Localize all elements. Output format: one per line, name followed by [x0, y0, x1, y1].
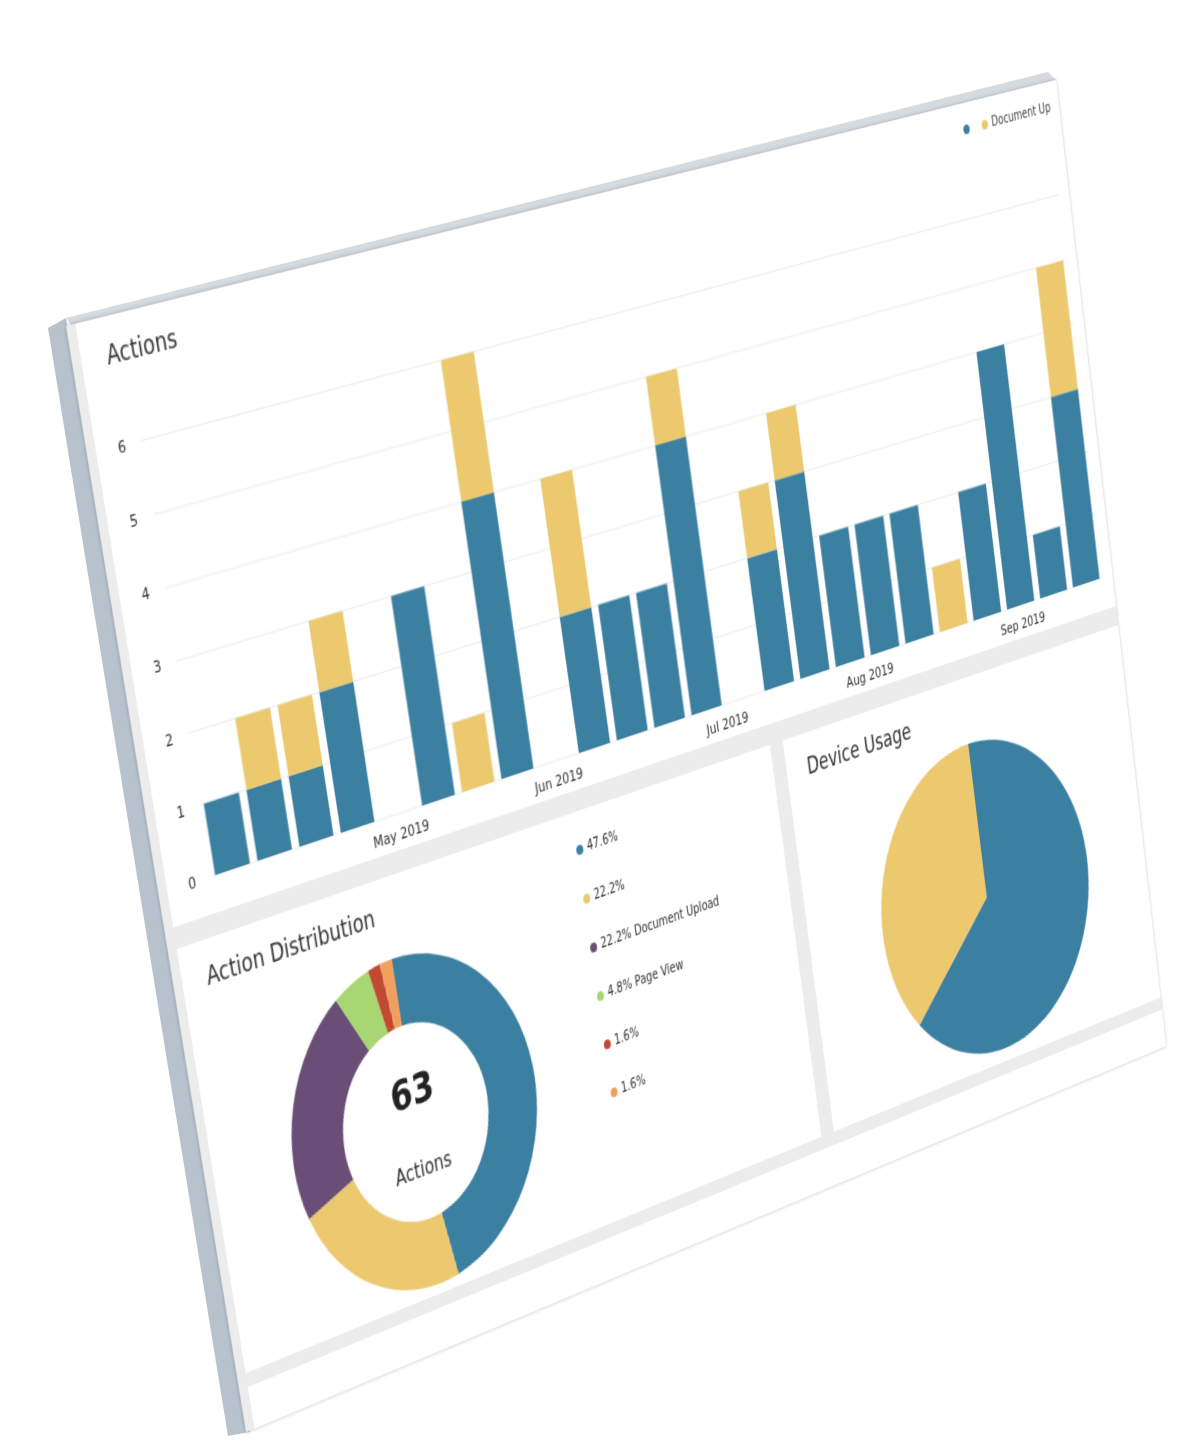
x-tick-label: May 2019: [372, 816, 431, 853]
donut-center-label: Actions: [394, 1146, 453, 1191]
y-tick-label: 2: [164, 729, 175, 750]
donut-center-value: 63: [387, 1059, 437, 1123]
legend-dot-icon: [596, 989, 604, 1001]
legend-dot-icon: [583, 892, 591, 904]
bar-segment: [646, 368, 686, 445]
bar-segment: [308, 611, 353, 692]
x-tick-label: Aug 2019: [845, 659, 894, 692]
legend-dot-icon: [610, 1086, 618, 1098]
y-tick-label: 5: [128, 510, 139, 531]
bar-segment: [766, 405, 804, 481]
bar-segment: [738, 482, 777, 558]
y-tick-label: 6: [116, 436, 127, 458]
bar-segment: [235, 708, 281, 790]
bar-segment: [932, 559, 968, 632]
bar-segment: [452, 713, 495, 793]
y-tick-label: 0: [187, 873, 198, 894]
legend-dot-icon: [963, 123, 970, 134]
legend-dot-icon: [589, 941, 597, 953]
bar-segment: [289, 765, 334, 847]
bar-segment: [540, 470, 591, 617]
gridline: [153, 260, 1066, 515]
bar-segment: [441, 352, 494, 502]
x-tick-label: Sep 2019: [1000, 608, 1046, 639]
legend-dot-icon: [603, 1038, 611, 1050]
bar-segment: [391, 586, 455, 806]
y-tick-label: 4: [140, 584, 151, 605]
legend-dot-icon: [576, 843, 584, 855]
bar-segment: [278, 695, 323, 777]
legend-dot-icon: [981, 118, 988, 129]
x-tick-label: Jul 2019: [705, 708, 750, 740]
bar-segment: [246, 779, 292, 861]
gridline: [165, 324, 1073, 588]
y-tick-label: 1: [175, 801, 186, 822]
legend-item-blue[interactable]: [963, 120, 974, 137]
y-tick-label: 3: [152, 657, 163, 678]
x-tick-label: Jun 2019: [533, 764, 584, 798]
bar-segment: [1036, 260, 1078, 397]
bar-segment: [204, 792, 250, 875]
bar-segment: [1033, 526, 1067, 598]
